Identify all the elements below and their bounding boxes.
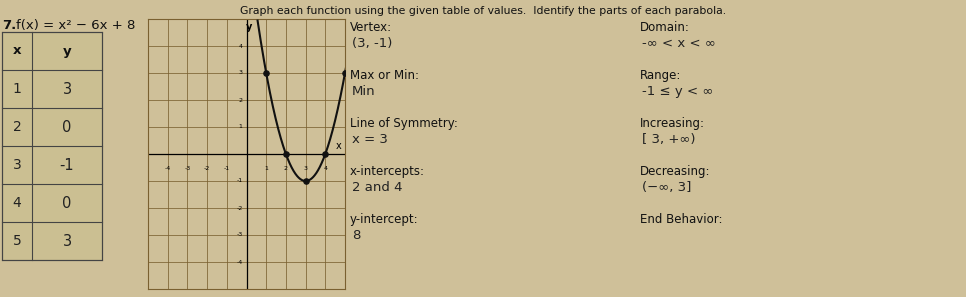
Text: 1: 1 [13, 82, 21, 96]
Text: 3: 3 [303, 166, 307, 171]
Point [318, 152, 333, 157]
Text: 2: 2 [13, 120, 21, 134]
Text: (−∞, 3]: (−∞, 3] [642, 181, 692, 194]
Text: Vertex:: Vertex: [350, 21, 392, 34]
Text: -1: -1 [224, 166, 230, 171]
Text: Range:: Range: [640, 69, 681, 82]
Point [298, 178, 313, 183]
Text: -1 ≤ y < ∞: -1 ≤ y < ∞ [642, 85, 713, 98]
Text: -2: -2 [204, 166, 211, 171]
Text: 8: 8 [352, 229, 360, 242]
Point [259, 71, 274, 75]
Text: Domain:: Domain: [640, 21, 690, 34]
Text: 0: 0 [63, 195, 71, 211]
Text: -3: -3 [185, 166, 190, 171]
Text: 5: 5 [13, 234, 21, 248]
Text: 4: 4 [239, 43, 242, 48]
Text: y: y [63, 45, 71, 58]
Text: 4: 4 [13, 196, 21, 210]
Text: Max or Min:: Max or Min: [350, 69, 419, 82]
Point [278, 152, 294, 157]
Text: -1: -1 [60, 157, 74, 173]
Text: 3: 3 [63, 81, 71, 97]
Text: -∞ < x < ∞: -∞ < x < ∞ [642, 37, 716, 50]
Text: 1: 1 [239, 124, 242, 129]
Text: -1: -1 [237, 178, 242, 184]
Text: x: x [336, 141, 342, 151]
Text: -4: -4 [164, 166, 171, 171]
Point [337, 71, 353, 75]
Text: Decreasing:: Decreasing: [640, 165, 711, 178]
Text: -4: -4 [237, 260, 242, 265]
Text: 1: 1 [265, 166, 269, 171]
Text: f(x) = x² − 6x + 8: f(x) = x² − 6x + 8 [16, 19, 135, 32]
Text: y: y [246, 22, 253, 32]
Text: Increasing:: Increasing: [640, 117, 705, 130]
Text: (3, -1): (3, -1) [352, 37, 392, 50]
Text: x = 3: x = 3 [352, 133, 388, 146]
Bar [2, 32, 102, 260]
Text: Line of Symmetry:: Line of Symmetry: [350, 117, 458, 130]
Text: [ 3, +∞): [ 3, +∞) [642, 133, 696, 146]
Text: -3: -3 [237, 233, 242, 238]
Text: 7.: 7. [2, 19, 16, 32]
Text: Graph each function using the given table of values.  Identify the parts of each: Graph each function using the given tabl… [240, 6, 726, 16]
Text: 3: 3 [63, 233, 71, 249]
Text: -2: -2 [237, 206, 242, 211]
Text: Min: Min [352, 85, 376, 98]
Text: y-intercept:: y-intercept: [350, 213, 418, 226]
Text: 0: 0 [63, 119, 71, 135]
Text: 2: 2 [284, 166, 288, 171]
Text: 2: 2 [239, 97, 242, 102]
Text: 2 and 4: 2 and 4 [352, 181, 403, 194]
Text: 3: 3 [239, 70, 242, 75]
Text: 3: 3 [13, 158, 21, 172]
Text: 4: 4 [324, 166, 327, 171]
Text: End Behavior:: End Behavior: [640, 213, 723, 226]
Text: x: x [13, 45, 21, 58]
Text: x-intercepts:: x-intercepts: [350, 165, 425, 178]
